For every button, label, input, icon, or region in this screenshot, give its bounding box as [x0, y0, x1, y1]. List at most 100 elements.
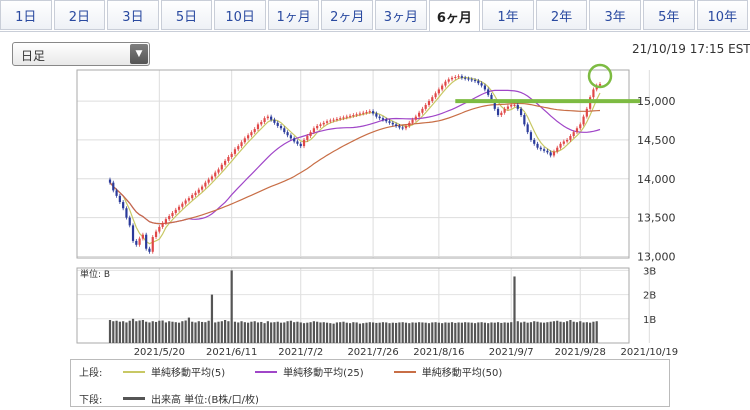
volume-bar — [437, 322, 440, 343]
candle-body — [444, 81, 447, 86]
tab-3d[interactable]: 3日 — [107, 0, 159, 30]
candle-body — [237, 146, 240, 150]
candle-body — [510, 104, 513, 107]
candle-body — [342, 117, 345, 119]
ma25-swatch — [255, 370, 278, 373]
candle-body — [473, 80, 477, 82]
price-axis: 15,000 14,500 14,000 13,500 13,000 — [637, 95, 676, 263]
candle-body — [470, 79, 473, 81]
tab-6m[interactable]: 6ヶ月 — [428, 0, 481, 32]
candle-body — [345, 116, 348, 118]
volume-bar — [276, 321, 279, 343]
candle-body — [273, 119, 276, 123]
candle-body — [434, 93, 437, 98]
candle-body — [418, 112, 421, 117]
price-tick-label: 14,500 — [637, 134, 676, 147]
candle-body — [197, 189, 200, 193]
candle-body — [230, 153, 233, 158]
legend-lower-row: 下段: 出来高 単位:(B株/口/枚) — [79, 391, 289, 406]
date-tick-label: 2021/7/2 — [278, 347, 323, 358]
candle-body — [355, 114, 358, 116]
candle-body — [184, 200, 187, 204]
volume-bar — [237, 322, 240, 343]
candle-body — [457, 76, 460, 78]
candle-body — [549, 152, 552, 156]
candle-body — [279, 125, 283, 129]
volume-bar — [302, 323, 306, 343]
volume-bar — [444, 322, 447, 343]
candle-body — [529, 132, 533, 140]
volume-bar — [457, 322, 460, 343]
volume-bar — [460, 322, 463, 343]
legend-upper-label: 上段: — [79, 368, 103, 379]
candle-body — [224, 160, 227, 165]
volume-bar — [164, 322, 168, 343]
candle-body — [322, 122, 325, 125]
candle-body — [552, 151, 556, 156]
volume-bar — [112, 321, 115, 343]
price-tick-label: 13,000 — [637, 250, 676, 263]
volume-bar — [319, 322, 322, 343]
volume-bar — [404, 322, 408, 343]
tab-5d[interactable]: 5日 — [160, 0, 213, 30]
volume-bar — [279, 322, 283, 343]
tab-2y[interactable]: 2年 — [535, 0, 588, 30]
candle-body — [210, 176, 214, 180]
tab-3m[interactable]: 3ヶ月 — [375, 0, 427, 30]
candle-body — [542, 149, 546, 151]
volume-bar — [470, 322, 473, 343]
tab-2d[interactable]: 2日 — [53, 0, 106, 30]
volume-bar — [595, 321, 598, 343]
candlesticks — [108, 74, 602, 254]
candle-body — [348, 115, 352, 117]
volume-bar — [148, 322, 151, 343]
tab-3y[interactable]: 3年 — [589, 0, 641, 30]
volume-bar — [431, 322, 434, 343]
tab-10y[interactable]: 10年 — [696, 0, 749, 30]
candle-body — [585, 108, 588, 117]
volume-bar — [325, 322, 329, 343]
volume-bar — [191, 321, 194, 343]
legend-lower-label: 下段: — [79, 395, 103, 406]
volume-bar — [316, 321, 319, 343]
candle-body — [191, 195, 194, 199]
date-tick-label: 2021/8/16 — [413, 347, 464, 358]
candle-body — [158, 226, 161, 232]
ma-line-25 — [109, 89, 601, 225]
volume-swatch — [123, 397, 145, 400]
candle-body — [460, 76, 463, 78]
candle-body — [339, 118, 342, 120]
candle-body — [395, 124, 398, 126]
ma25-label: 単純移動平均(25) — [283, 368, 364, 379]
date-tick-label: 2021/9/28 — [555, 347, 606, 358]
volume-bar — [546, 322, 549, 343]
volume-bar — [569, 320, 572, 343]
volume-bars — [108, 270, 598, 343]
tab-1m[interactable]: 1ヶ月 — [267, 0, 320, 30]
volume-bar — [506, 322, 510, 343]
volume-bar — [125, 322, 128, 343]
tab-5y[interactable]: 5年 — [642, 0, 695, 30]
volume-bar — [342, 321, 345, 343]
candle-body — [447, 79, 450, 82]
volume-gridlines — [77, 269, 629, 320]
tab-2m[interactable]: 2ヶ月 — [321, 0, 374, 30]
volume-unit-label: 単位: B — [80, 268, 110, 280]
volume-bar — [391, 322, 394, 343]
period-tab-bar: 1日 2日 3日 5日 10日 1ヶ月 2ヶ月 3ヶ月 6ヶ月 1年 2年 3年… — [0, 0, 750, 34]
chevron-down-icon[interactable]: ▼ — [130, 44, 148, 64]
candle-period-select[interactable]: 日足 ▼ — [12, 42, 150, 66]
volume-bar — [519, 322, 523, 343]
legend-ma25: 単純移動平均(25) — [255, 364, 364, 379]
tab-10d[interactable]: 10日 — [214, 0, 266, 30]
candle-body — [516, 104, 519, 109]
tab-1d[interactable]: 1日 — [0, 0, 52, 30]
volume-bar — [141, 320, 144, 343]
candle-body — [352, 115, 355, 117]
candle-body — [125, 208, 128, 218]
volume-bar — [589, 322, 592, 343]
volume-bar — [572, 321, 575, 343]
tab-1y[interactable]: 1年 — [482, 0, 534, 30]
volume-bar — [441, 323, 444, 343]
volume-bar — [128, 320, 131, 343]
